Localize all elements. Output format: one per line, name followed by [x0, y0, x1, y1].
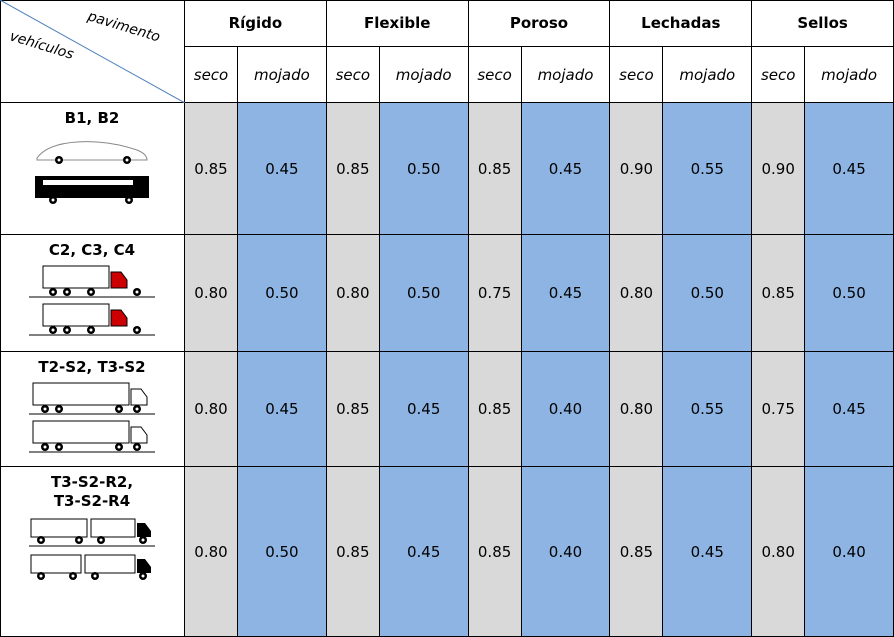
value-cell: 0.45: [379, 352, 469, 467]
sub-header: mojado: [805, 47, 894, 103]
sub-header: mojado: [238, 47, 327, 103]
value-cell: 0.45: [805, 103, 894, 235]
corner-cell: pavimento vehículos: [0, 0, 185, 103]
vehicle-label: B1, B2: [64, 109, 120, 127]
diagonal: [0, 0, 185, 103]
vehicle-label: T3-S2-R4: [53, 492, 131, 510]
value-cell: 0.50: [379, 103, 469, 235]
vehicle-cell: T2-S2, T3-S2: [0, 352, 185, 467]
value-cell: 0.45: [663, 467, 753, 637]
group-header: Sellos: [752, 0, 894, 47]
value-cell: 0.85: [468, 467, 522, 637]
vehicle-icon: [29, 265, 155, 336]
sub-header: seco: [326, 47, 380, 103]
group-header: Rígido: [185, 0, 327, 47]
value-cell: 0.45: [521, 103, 611, 235]
value-cell: 0.80: [185, 235, 238, 352]
value-cell: 0.45: [238, 103, 327, 235]
value-cell: 0.85: [610, 467, 664, 637]
vehicle-label: T3-S2-R2,: [50, 473, 134, 491]
value-cell: 0.85: [326, 103, 380, 235]
sub-header: seco: [752, 47, 806, 103]
value-cell: 0.45: [521, 235, 611, 352]
value-cell: 0.75: [468, 235, 522, 352]
vehicle-cell: C2, C3, C4: [0, 235, 185, 352]
sub-header: seco: [185, 47, 238, 103]
value-cell: 0.80: [610, 352, 664, 467]
sub-header: seco: [610, 47, 664, 103]
value-cell: 0.55: [663, 103, 753, 235]
value-cell: 0.90: [610, 103, 664, 235]
value-cell: 0.85: [752, 235, 806, 352]
value-cell: 0.80: [610, 235, 664, 352]
group-header: Lechadas: [610, 0, 753, 47]
value-cell: 0.80: [326, 235, 380, 352]
value-cell: 0.80: [185, 467, 238, 637]
value-cell: 0.85: [468, 103, 522, 235]
value-cell: 0.90: [752, 103, 806, 235]
vehicle-icon: [29, 518, 155, 580]
vehicle-cell: B1, B2: [0, 103, 185, 235]
vehicle-icon: [35, 141, 149, 204]
sub-header: mojado: [379, 47, 469, 103]
value-cell: 0.45: [379, 467, 469, 637]
sub-header: mojado: [663, 47, 753, 103]
value-cell: 0.45: [238, 352, 327, 467]
value-cell: 0.85: [468, 352, 522, 467]
vehicle-icon: [29, 382, 155, 453]
value-cell: 0.40: [521, 467, 611, 637]
group-header: Flexible: [326, 0, 469, 47]
value-cell: 0.50: [663, 235, 753, 352]
value-cell: 0.40: [805, 467, 894, 637]
value-cell: 0.40: [521, 352, 611, 467]
value-cell: 0.50: [238, 467, 327, 637]
vehicle-label: C2, C3, C4: [48, 241, 136, 259]
vehicle-label: T2-S2, T3-S2: [38, 358, 146, 376]
sub-header: seco: [468, 47, 522, 103]
value-cell: 0.80: [185, 352, 238, 467]
value-cell: 0.50: [805, 235, 894, 352]
value-cell: 0.50: [379, 235, 469, 352]
value-cell: 0.45: [805, 352, 894, 467]
group-header: Poroso: [468, 0, 611, 47]
value-cell: 0.85: [185, 103, 238, 235]
sub-header: mojado: [521, 47, 611, 103]
value-cell: 0.75: [752, 352, 806, 467]
value-cell: 0.80: [752, 467, 806, 637]
value-cell: 0.55: [663, 352, 753, 467]
value-cell: 0.85: [326, 467, 380, 637]
vehicle-cell: T3-S2-R2, T3-S2-R4: [0, 467, 185, 637]
value-cell: 0.85: [326, 352, 380, 467]
value-cell: 0.50: [238, 235, 327, 352]
